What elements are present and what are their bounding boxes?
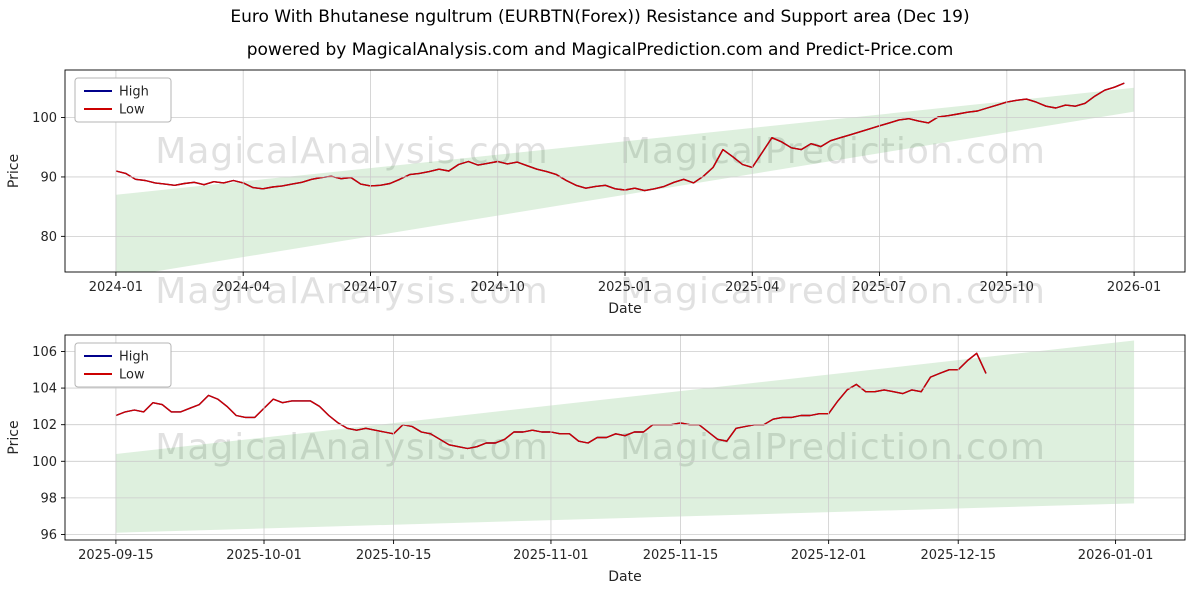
chart-subtitle: powered by MagicalAnalysis.com and Magic…: [246, 40, 954, 60]
watermark-analysis-top: MagicalAnalysis.com: [155, 131, 549, 172]
svg-text:2025-01: 2025-01: [598, 280, 652, 295]
svg-text:2024-01: 2024-01: [89, 280, 143, 295]
svg-text:100: 100: [32, 111, 57, 126]
svg-text:2025-12-01: 2025-12-01: [791, 548, 867, 563]
svg-text:Low: Low: [119, 103, 145, 118]
svg-text:Date: Date: [608, 301, 641, 317]
svg-text:2025-07: 2025-07: [852, 280, 906, 295]
svg-text:Date: Date: [608, 569, 641, 585]
svg-text:2025-09-15: 2025-09-15: [78, 548, 154, 563]
svg-text:96: 96: [40, 528, 57, 543]
svg-text:2025-11-15: 2025-11-15: [643, 548, 719, 563]
svg-text:Price: Price: [6, 420, 22, 454]
svg-text:2026-01-01: 2026-01-01: [1078, 548, 1154, 563]
svg-text:2025-10-01: 2025-10-01: [226, 548, 302, 563]
svg-text:100: 100: [32, 455, 57, 470]
svg-text:2025-11-01: 2025-11-01: [513, 548, 589, 563]
svg-text:2025-10: 2025-10: [980, 280, 1034, 295]
watermark-prediction-top: MagicalPrediction.com: [620, 131, 1046, 172]
svg-text:High: High: [119, 350, 149, 365]
svg-text:2025-12-15: 2025-12-15: [920, 548, 996, 563]
watermark-prediction-middle: MagicalPrediction.com: [620, 271, 1046, 312]
svg-text:90: 90: [40, 170, 57, 185]
svg-text:Low: Low: [119, 368, 145, 383]
chart-title: Euro With Bhutanese ngultrum (EURBTN(For…: [230, 7, 970, 27]
svg-text:2024-04: 2024-04: [216, 280, 270, 295]
svg-text:104: 104: [32, 382, 57, 397]
svg-text:2026-01: 2026-01: [1107, 280, 1161, 295]
svg-text:2025-10-15: 2025-10-15: [356, 548, 432, 563]
svg-text:2025-04: 2025-04: [725, 280, 779, 295]
svg-text:High: High: [119, 85, 149, 100]
svg-text:80: 80: [40, 230, 57, 245]
watermark-analysis-middle: MagicalAnalysis.com: [155, 271, 549, 312]
svg-text:102: 102: [32, 418, 57, 433]
svg-text:2024-10: 2024-10: [471, 280, 525, 295]
svg-text:106: 106: [32, 345, 57, 360]
svg-text:98: 98: [40, 491, 57, 506]
svg-text:2024-07: 2024-07: [343, 280, 397, 295]
svg-text:Price: Price: [6, 154, 22, 188]
